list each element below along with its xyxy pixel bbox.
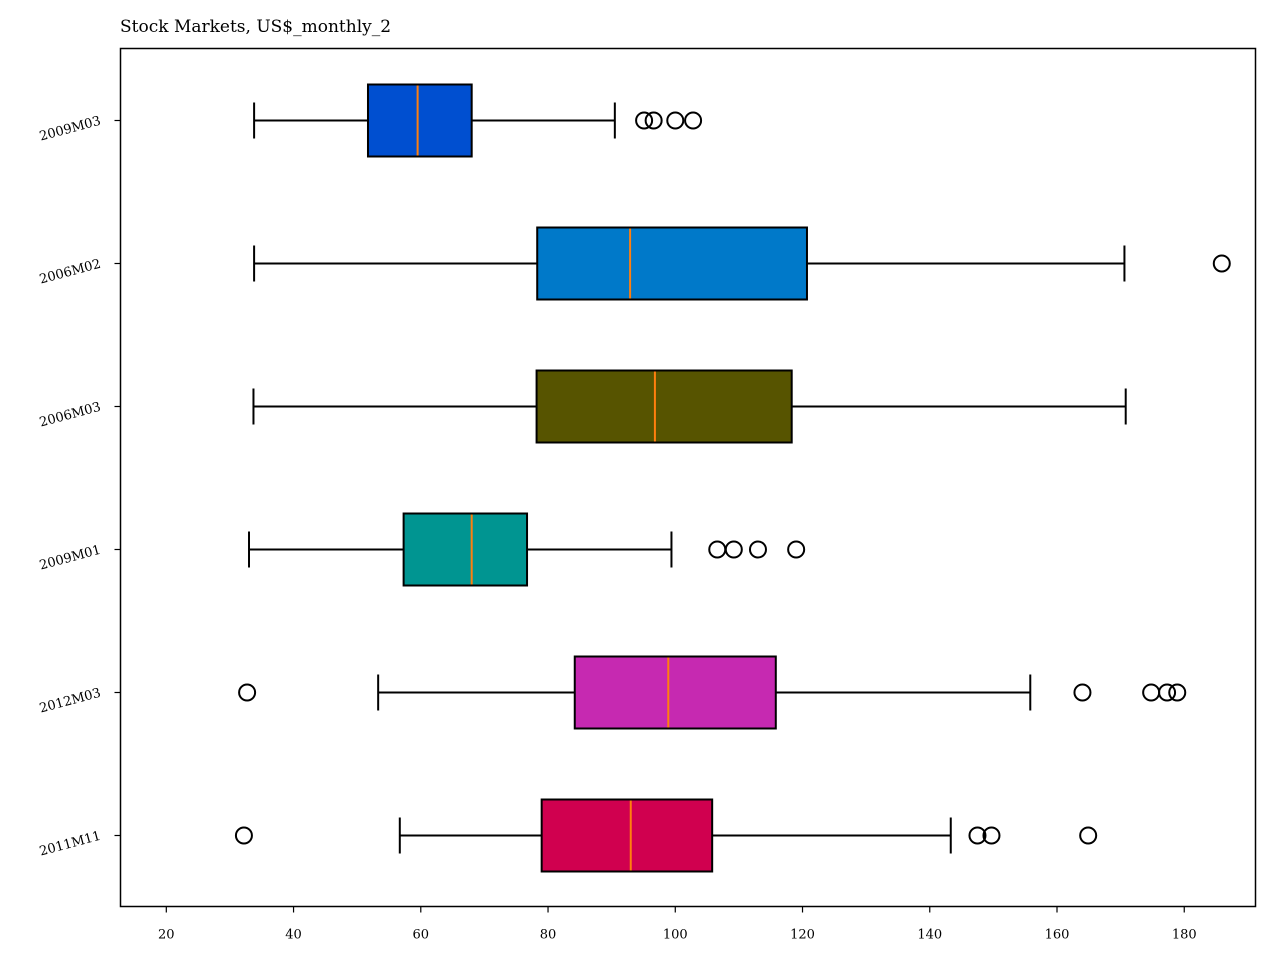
outlier-point <box>666 111 685 130</box>
y-tick-label: 2006M02 <box>38 257 103 288</box>
outlier-point <box>1212 254 1231 273</box>
x-tick-label: 80 <box>540 928 557 943</box>
y-tick-label: 2009M03 <box>38 114 103 145</box>
outlier-point <box>1158 683 1177 702</box>
box-2006M02 <box>253 226 1231 301</box>
outlier-point <box>1142 683 1161 702</box>
box-iqr <box>573 655 777 730</box>
y-tick-label: 2012M03 <box>38 686 103 717</box>
y-axis: 2009M03 2006M02 2006M03 2009M01 2012M03 2011M… <box>38 114 121 860</box>
x-tick-label: 40 <box>285 928 302 943</box>
x-tick-label: 100 <box>663 928 688 943</box>
x-axis: 20 40 60 80 100 120 140 160 180 <box>158 906 1197 943</box>
outlier-point <box>708 540 727 559</box>
outlier-point <box>635 111 654 130</box>
plot-frame <box>119 47 1257 908</box>
outlier-point <box>748 540 767 559</box>
y-tick-label: 2006M03 <box>38 400 103 431</box>
y-tick-label: 2009M01 <box>38 543 103 574</box>
box-iqr <box>402 512 529 587</box>
box-iqr <box>536 226 808 301</box>
outlier-point <box>1073 683 1092 702</box>
outlier-point <box>644 111 663 130</box>
box-iqr <box>366 83 473 158</box>
x-tick-label: 180 <box>1172 928 1197 943</box>
box-2009M01 <box>248 512 806 587</box>
x-tick-label: 20 <box>158 928 175 943</box>
outlier-point <box>787 540 806 559</box>
outlier-point <box>1168 683 1187 702</box>
x-tick-label: 120 <box>790 928 815 943</box>
box-2009M03 <box>253 83 703 158</box>
y-tick-label: 2011M11 <box>38 829 103 860</box>
outlier-point <box>234 826 253 845</box>
outlier-point <box>968 826 987 845</box>
x-tick-label: 60 <box>413 928 430 943</box>
box-iqr <box>540 798 714 873</box>
x-tick-label: 160 <box>1045 928 1070 943</box>
outlier-point <box>684 111 703 130</box>
plot-area <box>234 83 1231 873</box>
box-2011M11 <box>234 798 1098 873</box>
x-tick-label: 140 <box>917 928 942 943</box>
outlier-point <box>238 683 257 702</box>
box-iqr <box>535 369 793 444</box>
outlier-point <box>982 826 1001 845</box>
outlier-point <box>1079 826 1098 845</box>
outlier-point <box>724 540 743 559</box>
chart-title: Stock Markets, US$_monthly_2 <box>120 17 391 37</box>
box-2006M03 <box>252 369 1127 444</box>
box-2012M03 <box>238 655 1187 730</box>
